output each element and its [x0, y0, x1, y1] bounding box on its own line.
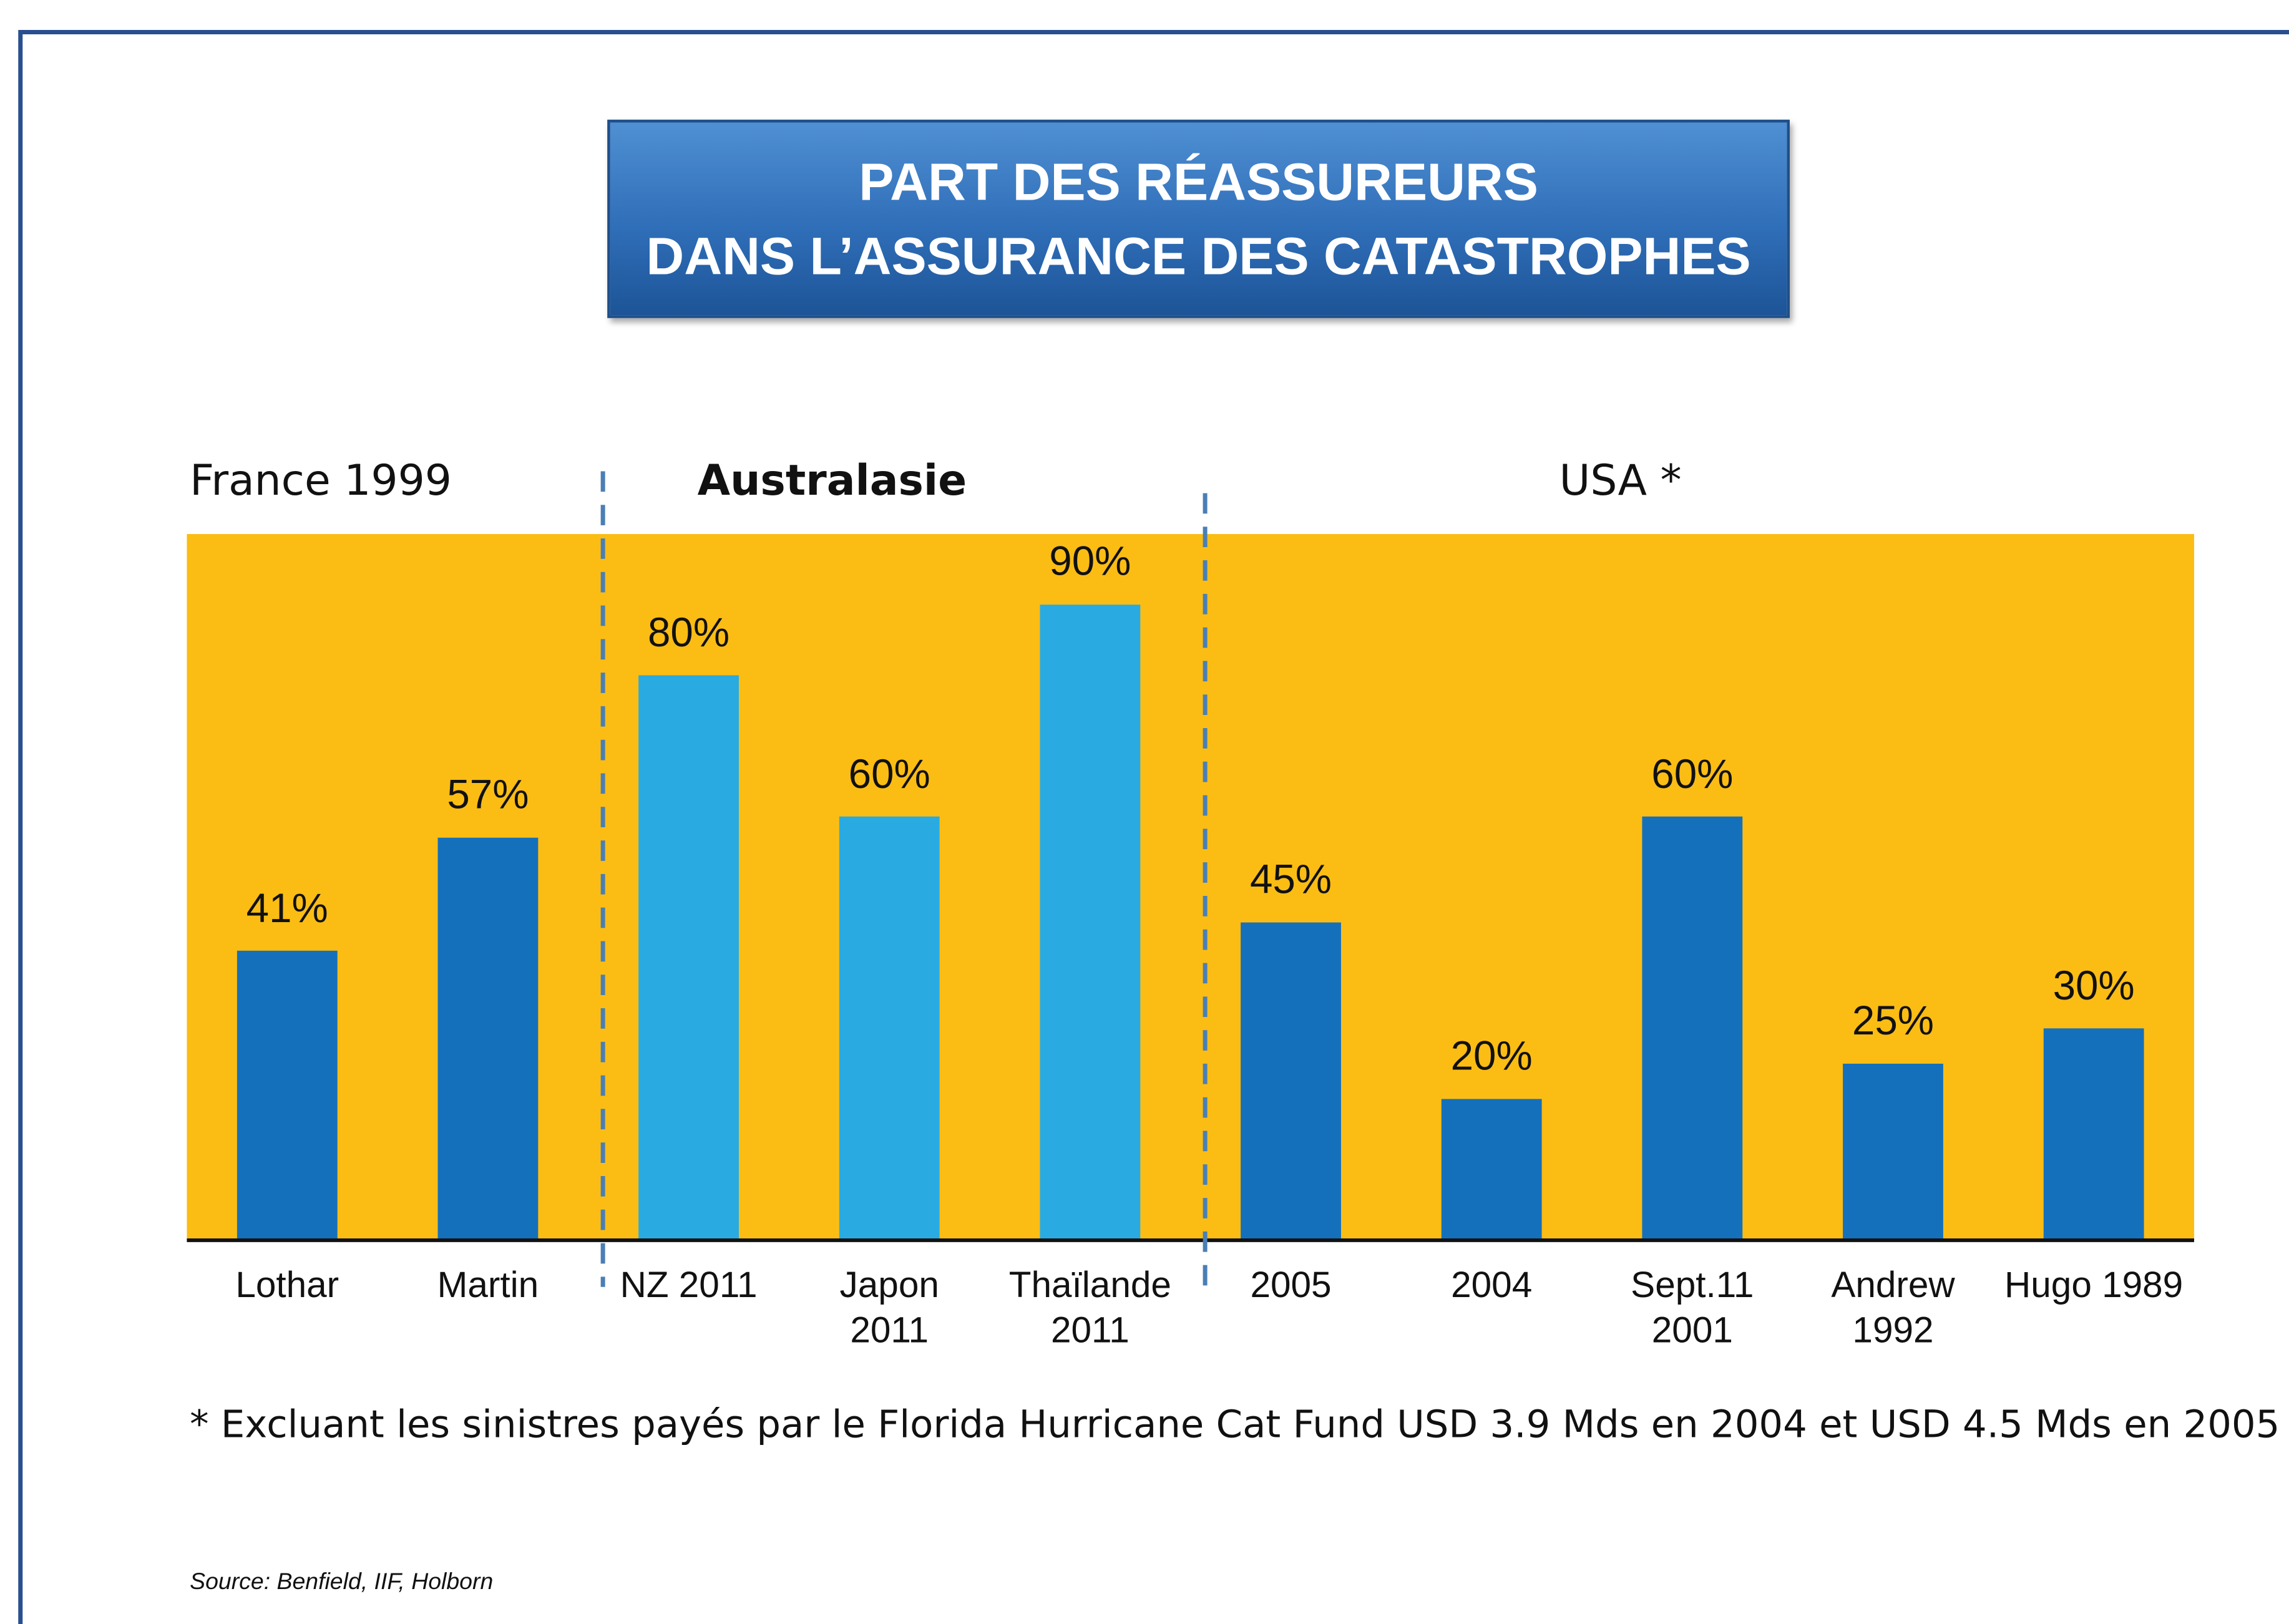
- value-label: 60%: [848, 751, 930, 796]
- bar: [638, 675, 739, 1240]
- value-label: 30%: [2052, 963, 2135, 1008]
- value-label: 41%: [246, 885, 328, 931]
- value-label: 80%: [647, 610, 730, 655]
- x-tick-label: Japon 2011: [839, 1265, 939, 1351]
- x-tick-label: Hugo 1989: [2004, 1265, 2184, 1306]
- group-label: France 1999: [190, 455, 452, 505]
- group-label: USA *: [1559, 455, 1682, 505]
- title-line: PART DES RÉASSUREURS: [859, 152, 1538, 212]
- title-line: DANS L’ASSURANCE DES CATASTROPHES: [646, 226, 1751, 286]
- x-tick-label: Sept.11 2001: [1631, 1265, 1754, 1351]
- value-label: 90%: [1049, 538, 1131, 585]
- group-label: Australasie: [697, 455, 967, 505]
- x-tick-label: Andrew 1992: [1831, 1265, 1955, 1351]
- frame: [18, 29, 2289, 1624]
- x-tick-label: NZ 2011: [620, 1265, 758, 1306]
- bar: [2043, 1028, 2144, 1240]
- bar: [1040, 605, 1141, 1240]
- bar: [437, 837, 539, 1240]
- bar: [237, 950, 338, 1240]
- x-tick-label: Martin: [437, 1265, 539, 1306]
- x-tick-label: 2005: [1250, 1265, 1332, 1306]
- bar: [1843, 1063, 1943, 1240]
- x-tick-label: Lothar: [235, 1265, 339, 1306]
- bar: [1441, 1099, 1542, 1240]
- value-label: 20%: [1450, 1033, 1533, 1079]
- bar: [1241, 922, 1341, 1240]
- bar: [839, 816, 940, 1240]
- title-box: PART DES RÉASSUREURS DANS L’ASSURANCE DE…: [607, 119, 1790, 318]
- source: Source: Benfield, IIF, Holborn: [190, 1570, 494, 1595]
- value-label: 60%: [1651, 751, 1734, 796]
- x-tick-label: 2004: [1451, 1265, 1533, 1306]
- footnote: * Excluant les sinistres payés par le Fl…: [190, 1403, 2280, 1447]
- value-label: 45%: [1249, 857, 1332, 902]
- x-tick-label: Thaïlande 2011: [1008, 1265, 1171, 1351]
- bar: [1642, 816, 1743, 1240]
- value-label: 25%: [1852, 998, 1935, 1044]
- value-label: 57%: [447, 772, 529, 817]
